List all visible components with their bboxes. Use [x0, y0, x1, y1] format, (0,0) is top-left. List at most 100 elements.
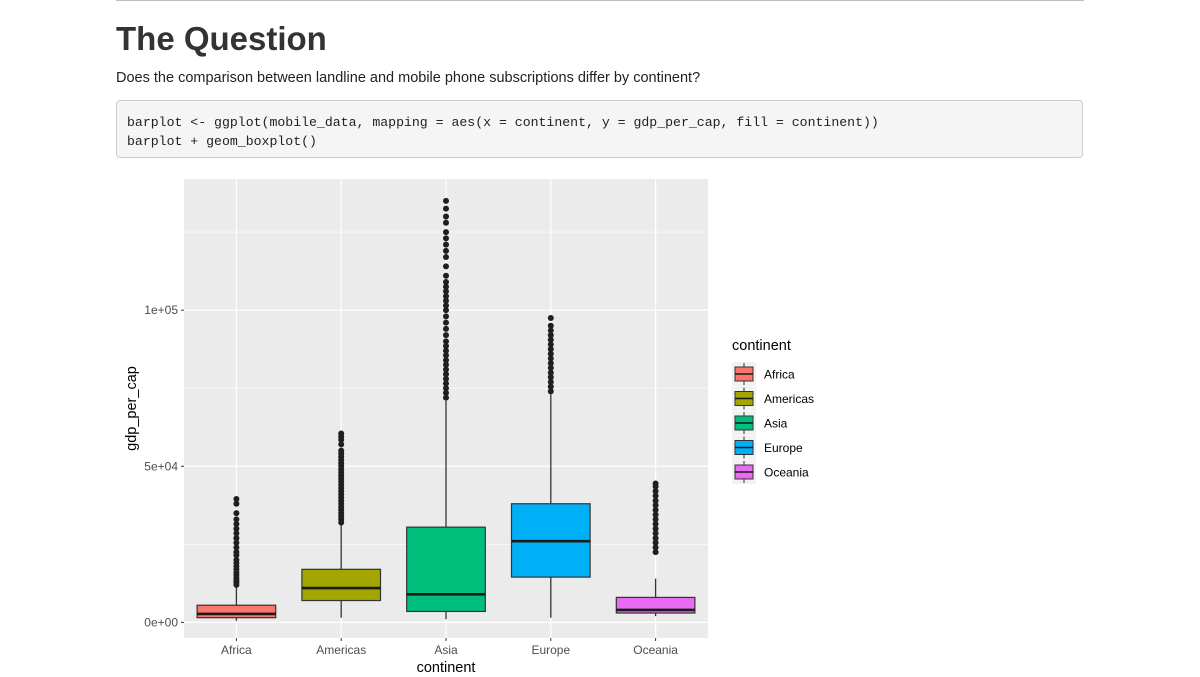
outlier-point	[443, 197, 449, 204]
outlier-point	[443, 283, 449, 290]
x-tick-label: Europe	[531, 643, 570, 657]
outlier-point	[443, 371, 449, 378]
x-axis-title: continent	[417, 660, 476, 675]
box-asia	[406, 526, 486, 613]
outlier-point	[233, 544, 240, 551]
outlier-point	[547, 332, 554, 339]
outlier-point	[652, 544, 659, 551]
outlier-point	[652, 488, 659, 495]
outlier-point	[443, 288, 449, 295]
y-tick-label: 0e+00	[144, 615, 178, 629]
outlier-point	[547, 341, 554, 348]
outlier-point	[547, 350, 554, 357]
outlier-point	[547, 327, 554, 334]
outlier-point	[443, 385, 449, 392]
x-tick-label: Oceania	[633, 643, 678, 657]
outlier-point	[443, 325, 449, 332]
outlier-point	[652, 549, 659, 556]
outlier-point	[443, 279, 449, 286]
outlier-point	[547, 355, 554, 362]
boxplot-chart: 0e+00 5e+04 1e+05 Africa Americas Asia Europe O…	[124, 179, 814, 675]
outlier-point	[443, 394, 449, 401]
outlier-point	[233, 500, 240, 507]
legend-label: Europe	[764, 441, 803, 455]
outlier-point	[547, 369, 554, 376]
outlier-point	[443, 338, 449, 345]
outlier-point	[652, 535, 659, 542]
outlier-point	[233, 521, 240, 528]
outlier-point	[233, 510, 240, 517]
outlier-point	[443, 347, 449, 354]
outlier-point	[547, 336, 554, 343]
outlier-point	[443, 319, 449, 326]
outlier-point	[443, 247, 449, 254]
code-line: barplot + geom_boxplot()	[127, 134, 317, 149]
outlier-point	[443, 254, 449, 261]
outlier-point	[443, 263, 449, 270]
legend-label: Oceania	[764, 466, 809, 480]
outlier-point	[233, 530, 240, 537]
outlier-point	[443, 235, 449, 242]
outlier-point	[443, 241, 449, 248]
outlier-point	[443, 343, 449, 350]
legend-label: Asia	[764, 417, 788, 431]
x-tick-label: Asia	[434, 643, 458, 657]
code-line: barplot <- ggplot(mobile_data, mapping =…	[127, 115, 879, 130]
outlier-point	[443, 293, 449, 300]
outlier-point	[443, 332, 449, 339]
x-tick-label: Americas	[316, 643, 366, 657]
box-africa	[196, 604, 277, 619]
outlier-point	[443, 313, 449, 320]
outlier-point	[652, 502, 659, 509]
question-text: Does the comparison between landline and…	[116, 70, 701, 86]
y-tick-label: 1e+05	[144, 303, 178, 317]
outlier-point	[443, 213, 449, 220]
page-title: The Question	[116, 20, 327, 57]
outlier-point	[233, 556, 240, 563]
outlier-point	[443, 307, 449, 314]
outlier-point	[652, 521, 659, 528]
code-block: barplot <- ggplot(mobile_data, mapping =…	[116, 100, 1083, 158]
outlier-point	[233, 549, 240, 556]
outlier-point	[233, 525, 240, 532]
outlier-point	[652, 506, 659, 513]
outlier-point	[547, 383, 554, 390]
box-americas	[301, 568, 382, 602]
outlier-point	[547, 360, 554, 367]
legend-label: Africa	[764, 368, 795, 382]
outlier-point	[443, 375, 449, 382]
outlier-point	[338, 441, 345, 448]
outlier-point	[652, 525, 659, 532]
outlier-point	[338, 447, 345, 454]
outlier-point	[443, 380, 449, 387]
outlier-point	[233, 535, 240, 542]
outlier-point	[547, 388, 554, 395]
outlier-point	[547, 378, 554, 385]
outlier-point	[233, 539, 240, 546]
outlier-point	[547, 364, 554, 371]
outlier-point	[652, 539, 659, 546]
legend-title: continent	[732, 338, 791, 354]
outlier-point	[233, 516, 240, 523]
outlier-point	[652, 516, 659, 523]
outlier-point	[547, 322, 554, 329]
outlier-point	[233, 496, 240, 503]
outlier-point	[443, 297, 449, 304]
y-axis-title: gdp_per_cap	[124, 366, 140, 451]
x-tick-label: Africa	[221, 643, 252, 657]
outlier-point	[547, 346, 554, 353]
outlier-point	[547, 314, 554, 321]
legend-label: Americas	[764, 392, 814, 406]
outlier-point	[652, 480, 659, 487]
outlier-point	[652, 511, 659, 518]
outlier-point	[443, 366, 449, 373]
outlier-point	[443, 205, 449, 212]
outlier-point	[652, 497, 659, 504]
top-divider	[116, 0, 1084, 1]
outlier-point	[547, 374, 554, 381]
y-tick-label: 5e+04	[144, 459, 178, 473]
outlier-point	[443, 352, 449, 359]
outlier-point	[652, 530, 659, 537]
outlier-point	[443, 361, 449, 368]
outlier-point	[443, 302, 449, 309]
